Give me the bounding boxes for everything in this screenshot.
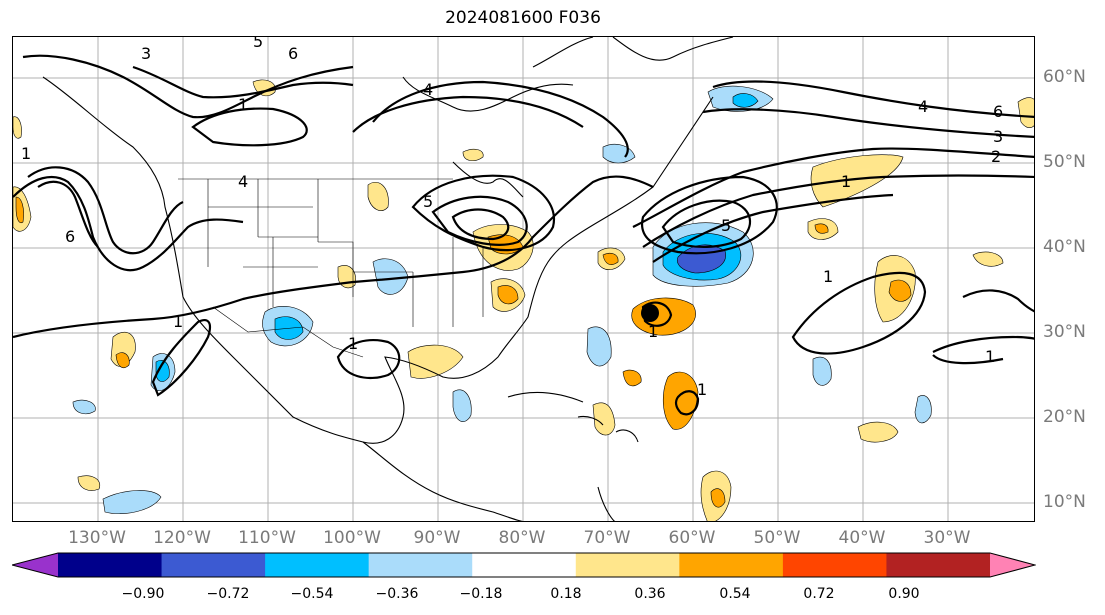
lon-label: 80°W [498,528,546,548]
contour-label: 1 [348,334,358,353]
contour-label: 6 [65,227,75,246]
map-canvas: 3 5 6 1 4 1 4 6 5 4 6 3 2 1 1 1 1 5 1 1 … [13,37,1034,521]
contour-label: 1 [238,95,248,114]
colorbar-segment [265,553,370,577]
contour-label: 5 [423,192,433,211]
colorbar-tick: 0.18 [550,586,582,602]
lon-label: 60°W [668,528,716,548]
contour-labels: 3 5 6 1 4 1 4 6 5 4 6 3 2 1 1 1 1 5 1 1 … [21,37,1003,399]
map-panel: 3 5 6 1 4 1 4 6 5 4 6 3 2 1 1 1 1 5 1 1 … [12,36,1035,522]
colorbar-tick: 0.54 [719,586,751,602]
lon-label: 70°W [583,528,631,548]
lon-label: 90°W [413,528,461,548]
contour-label: 2 [991,147,1001,166]
chart-title: 2024081600 F036 [445,8,601,28]
colorbar-tick: 0.90 [888,586,920,602]
storm-center-marker [641,304,659,322]
height-contours [13,54,1034,416]
contour-label: 6 [288,44,298,63]
colorbar-tick: −0.18 [459,586,503,602]
coastlines [42,37,734,521]
colorbar-tick: 0.36 [634,586,666,602]
colorbar-segment [368,553,473,577]
contour-label: 1 [21,144,31,163]
colorbar [12,552,1036,578]
lat-label: 30°N [1043,322,1086,342]
colorbar-extend-high [990,553,1035,577]
lon-label: 120°W [153,528,211,548]
lon-label: 40°W [838,528,886,548]
contour-label: 3 [141,44,151,63]
contour-label: 1 [841,172,851,191]
lon-label: 30°W [923,528,971,548]
colorbar-outline [12,552,1036,578]
colorbar-segment [472,553,577,577]
contour-label: 6 [993,102,1003,121]
lat-label: 50°N [1043,152,1086,172]
contour-label: 4 [238,172,248,191]
colorbar-tick: 0.72 [803,586,835,602]
colorbar-segment [782,553,887,577]
lat-label: 40°N [1043,237,1086,257]
colorbar-tick: −0.72 [206,586,250,602]
contour-label: 1 [648,322,658,341]
contour-label: 3 [993,127,1003,146]
colorbar-tick: −0.90 [121,586,165,602]
contour-label: 1 [697,380,707,399]
lon-label: 110°W [238,528,296,548]
political-borders [178,178,484,358]
colorbar-segment [161,553,266,577]
contour-label: 4 [423,80,433,99]
colorbar-segment [679,553,784,577]
colorbar-tick: −0.54 [290,586,334,602]
colorbar-extend-low [12,553,58,577]
contour-label: 1 [173,312,183,331]
colorbar-segment [575,553,680,577]
contour-label: 1 [823,267,833,286]
lat-label: 10°N [1043,492,1086,512]
lon-label: 100°W [323,528,381,548]
lat-label: 20°N [1043,407,1086,427]
lon-label: 130°W [68,528,126,548]
lon-label: 50°W [753,528,801,548]
contour-label: 1 [985,347,995,366]
colorbar-segment [58,553,163,577]
contour-label: 5 [721,216,731,235]
colorbar-segment [886,553,991,577]
contour-label: 4 [918,97,928,116]
lat-label: 60°N [1043,67,1086,87]
contour-label: 5 [253,37,263,51]
anomaly-shading [13,79,1034,521]
colorbar-tick: −0.36 [375,586,419,602]
